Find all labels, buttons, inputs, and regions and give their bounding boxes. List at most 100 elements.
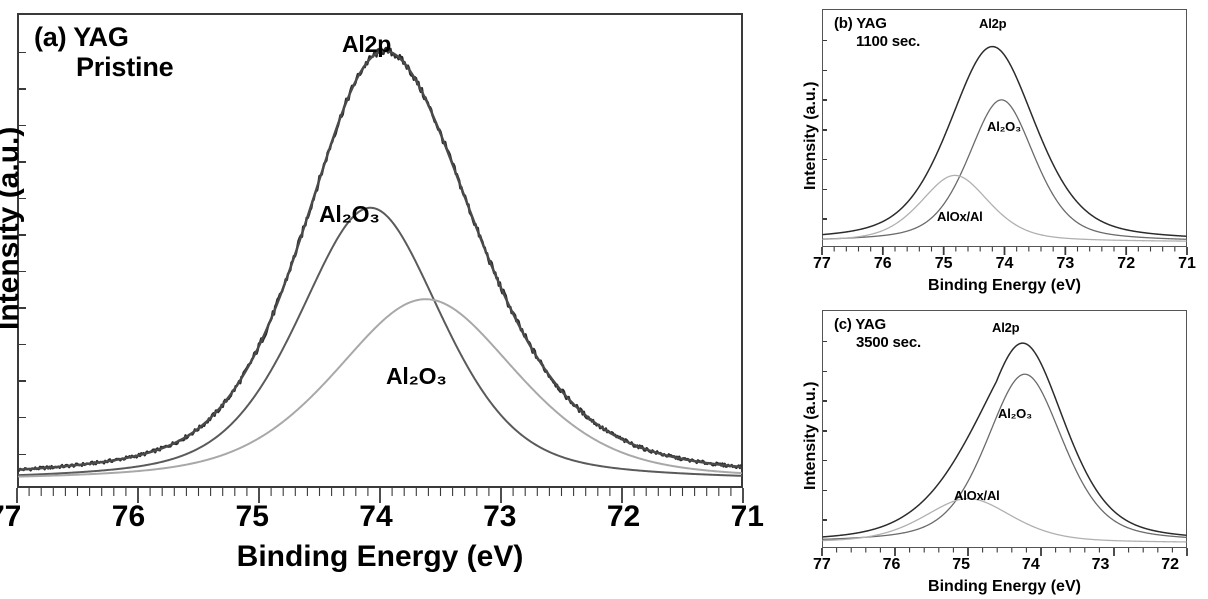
panel-a-tag-line2: Pristine [76, 52, 174, 83]
panel-b-curves [822, 10, 1187, 246]
x-tick: 76 [873, 255, 892, 272]
y-tick [19, 380, 26, 382]
curve-component-1 [822, 373, 1187, 540]
label-text: Al2p [342, 31, 392, 57]
x-tick: 73 [483, 500, 517, 533]
panel-c-x-tick-labels: 77 76 75 74 73 72 [813, 556, 1179, 574]
panel-c-tag-line2: 3500 sec. [856, 334, 921, 351]
panel-b-tag: (b) YAG 1100 sec. [834, 15, 920, 51]
curve-envelope [822, 342, 1187, 538]
panel-a-ticks [16, 488, 744, 504]
x-tick: 75 [952, 556, 971, 573]
x-tick: 77 [813, 556, 831, 573]
panel-b-y-axis-label: Intensity (a.u.) [802, 81, 819, 190]
panel-b-tag-line2: 1100 sec. [856, 33, 921, 50]
panel-a-tag: (a) YAG Pristine [34, 22, 174, 83]
x-tick: 75 [934, 255, 953, 272]
curve-envelope-fit [18, 49, 742, 471]
y-tick [19, 343, 26, 346]
y-tick [823, 370, 827, 373]
x-tick: 73 [1056, 255, 1075, 272]
panel-b-tag-line1: (b) YAG [834, 15, 887, 32]
panel-b-x-axis-label: Binding Energy (eV) [928, 277, 1081, 294]
panel-c-label-al2p: Al2p [992, 320, 1020, 335]
x-tick: 75 [235, 500, 269, 533]
panel-c-curves [822, 311, 1187, 547]
panel-a-x-axis-label: Binding Energy (eV) [236, 540, 524, 573]
curve-component-1 [18, 206, 742, 477]
x-tick: 77 [0, 500, 22, 533]
x-tick: 72 [606, 500, 641, 533]
y-tick [19, 307, 26, 309]
panel-c-ticks [821, 548, 1188, 557]
x-tick: 74 [995, 255, 1014, 272]
y-tick [19, 416, 26, 419]
x-tick: 77 [813, 255, 831, 272]
x-tick: 73 [1091, 556, 1110, 573]
y-tick [19, 234, 26, 236]
curve-envelope [17, 46, 743, 472]
x-tick: 76 [882, 556, 901, 573]
y-tick [823, 39, 827, 42]
panel-b-label-al2o3: Al₂O₃ [987, 119, 1021, 134]
panel-a-y-axis-label: Intensity (a.u.) [0, 126, 25, 330]
y-tick [19, 270, 26, 273]
panel-a: 77 76 75 74 73 72 71 Binding Energy (eV)… [0, 13, 764, 573]
panel-b-label-alox-al: AlOx/Al [937, 209, 983, 224]
panel-b-plot-area [822, 9, 1187, 247]
panel-a-label-al2o3-1: Al₂O₃ [319, 201, 380, 228]
y-tick [823, 519, 827, 521]
label-text: Al2p [979, 16, 1007, 31]
y-tick [823, 430, 827, 432]
panel-c-plot-area [822, 310, 1187, 548]
panel-a-curves [17, 15, 743, 486]
panel-a-x-tick-labels: 77 76 75 74 73 72 71 [0, 500, 764, 534]
panel-c: 77 76 75 74 73 72 Binding Energy (eV) In… [780, 300, 1208, 599]
y-tick [823, 218, 827, 220]
curve-component-2 [18, 298, 742, 478]
y-tick [823, 69, 827, 72]
label-text: Al₂O₃ [319, 201, 380, 227]
panel-b: 77 76 75 74 73 72 71 Binding Energy (eV)… [780, 0, 1208, 300]
y-tick [19, 51, 26, 54]
y-tick [823, 400, 827, 402]
curve-component-2 [822, 497, 1187, 543]
label-text: Al₂O₃ [998, 406, 1032, 421]
panel-c-label-alox-al: AlOx/Al [954, 488, 1000, 503]
y-tick [823, 188, 827, 191]
y-tick [823, 158, 827, 161]
curve-envelope [822, 45, 1187, 237]
panel-c-tag-line1: (c) YAG [834, 316, 886, 333]
y-tick [19, 161, 26, 163]
y-tick [823, 129, 827, 131]
y-tick [823, 489, 827, 492]
y-tick [19, 453, 26, 456]
panel-b-x-tick-labels: 77 76 75 74 73 72 71 [813, 255, 1196, 273]
y-tick [823, 459, 827, 462]
panel-b-ticks [821, 247, 1188, 256]
y-tick [823, 340, 827, 343]
panel-b-label-al2p: Al2p [979, 16, 1007, 31]
panel-a-tag-line1: (a) YAG [34, 22, 129, 52]
label-text: AlOx/Al [937, 209, 983, 224]
label-text: Al₂O₃ [987, 119, 1021, 134]
y-tick [823, 99, 827, 101]
panel-c-tag: (c) YAG 3500 sec. [834, 316, 921, 352]
x-tick: 74 [359, 500, 393, 533]
label-text: AlOx/Al [954, 488, 1000, 503]
panel-c-x-axis-label: Binding Energy (eV) [928, 578, 1081, 595]
x-tick: 72 [1117, 255, 1136, 272]
curve-component-1 [822, 99, 1187, 240]
panel-c-y-axis-label: Intensity (a.u.) [802, 381, 819, 490]
panel-a-plot-area [17, 13, 743, 488]
label-text: Al2p [992, 320, 1020, 335]
panel-a-label-al2o3-2: Al₂O₃ [386, 363, 447, 390]
y-tick [19, 197, 26, 200]
y-tick [19, 88, 26, 90]
y-tick [19, 124, 26, 127]
label-text: Al₂O₃ [386, 363, 447, 389]
x-tick: 74 [1021, 556, 1040, 573]
x-tick: 76 [111, 500, 146, 533]
curve-component-2 [822, 174, 1187, 242]
